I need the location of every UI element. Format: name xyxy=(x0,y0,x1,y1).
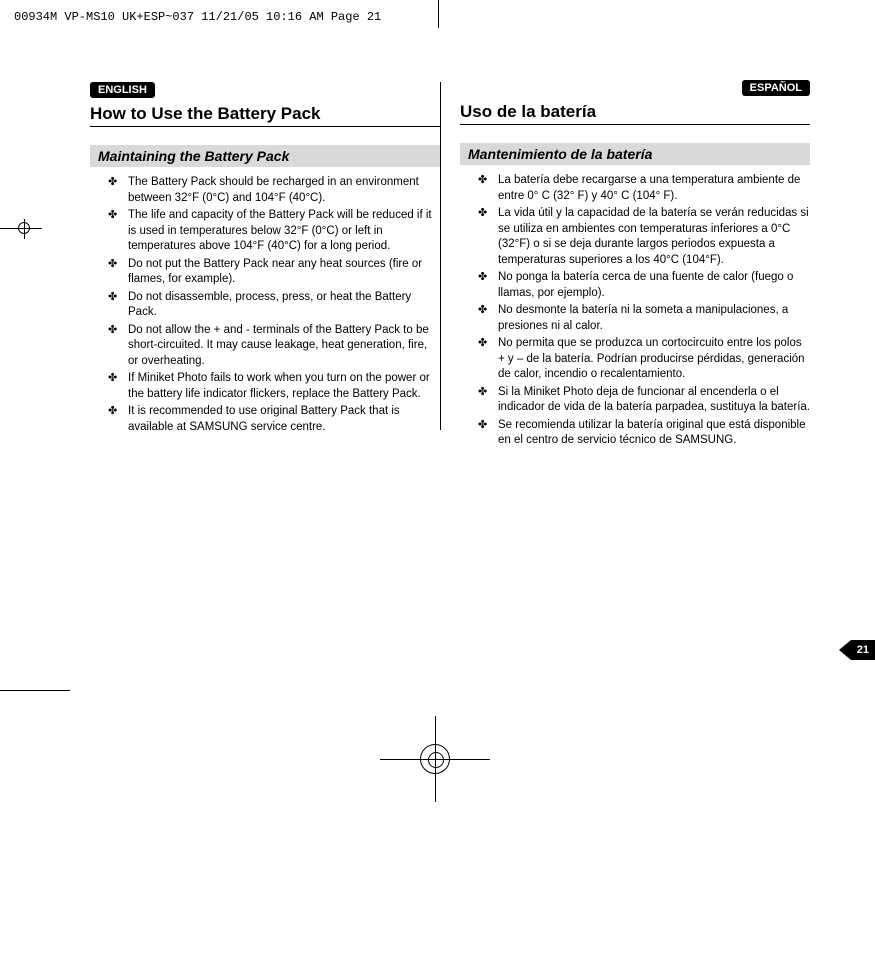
list-item: If Miniket Photo fails to work when you … xyxy=(118,371,440,402)
left-column: ENGLISH How to Use the Battery Pack Main… xyxy=(90,80,440,451)
list-item: The Battery Pack should be recharged in … xyxy=(118,175,440,206)
list-item: No permita que se produzca un cortocircu… xyxy=(488,336,810,383)
page-number-tab: 21 xyxy=(851,640,875,660)
list-item: Do not put the Battery Pack near any hea… xyxy=(118,257,440,288)
title-rule xyxy=(460,124,810,125)
language-badge-english: ENGLISH xyxy=(90,82,155,98)
list-item: Do not allow the + and - terminals of th… xyxy=(118,323,440,370)
right-column: ESPAÑOL Uso de la batería Mantenimiento … xyxy=(460,80,810,451)
registration-mark xyxy=(420,744,450,774)
subheading-left: Maintaining the Battery Pack xyxy=(90,145,440,167)
list-item: The life and capacity of the Battery Pac… xyxy=(118,208,440,255)
list-item: It is recommended to use original Batter… xyxy=(118,404,440,435)
list-item: No ponga la batería cerca de una fuente … xyxy=(488,270,810,301)
section-title-right: Uso de la batería xyxy=(460,102,810,122)
list-item: La vida útil y la capacidad de la baterí… xyxy=(488,206,810,268)
list-item: La batería debe recargarse a una tempera… xyxy=(488,173,810,204)
subheading-right: Mantenimiento de la batería xyxy=(460,143,810,165)
list-item: Si la Miniket Photo deja de funcionar al… xyxy=(488,385,810,416)
list-item: Do not disassemble, process, press, or h… xyxy=(118,290,440,321)
bullet-list-right: La batería debe recargarse a una tempera… xyxy=(460,173,810,449)
bullet-list-left: The Battery Pack should be recharged in … xyxy=(90,175,440,435)
registration-mark xyxy=(0,690,70,691)
registration-mark xyxy=(18,222,30,234)
page-content: ENGLISH How to Use the Battery Pack Main… xyxy=(90,80,810,451)
registration-mark xyxy=(438,0,439,28)
document-meta-header: 00934M VP-MS10 UK+ESP~037 11/21/05 10:16… xyxy=(14,10,381,24)
list-item: No desmonte la batería ni la someta a ma… xyxy=(488,303,810,334)
section-title-left: How to Use the Battery Pack xyxy=(90,104,440,124)
list-item: Se recomienda utilizar la batería origin… xyxy=(488,418,810,449)
title-rule xyxy=(90,126,440,127)
language-badge-spanish: ESPAÑOL xyxy=(742,80,810,96)
